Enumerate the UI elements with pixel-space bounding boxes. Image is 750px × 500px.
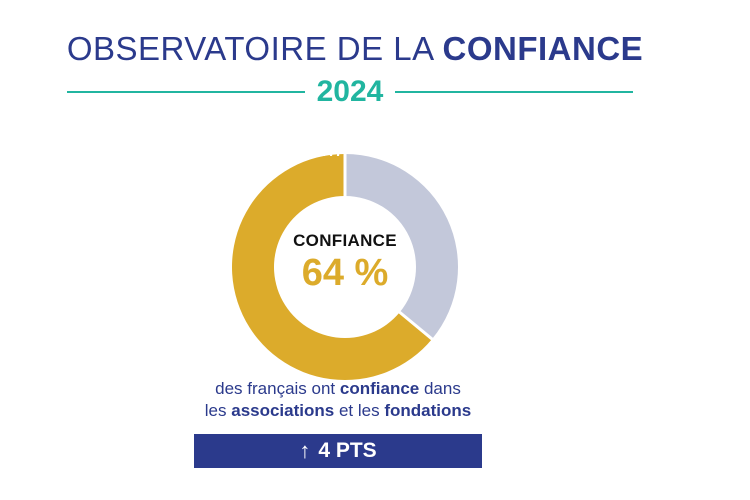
caption-line-2: les associations et les fondations [0, 400, 676, 422]
caption-text: des français ont [215, 379, 340, 398]
caption-bold: associations [231, 401, 335, 420]
slice-remainder [345, 154, 458, 340]
caption: des français ont confiance dans les asso… [0, 378, 676, 422]
year-row: 2024 [67, 72, 633, 112]
center-value: 64 % [301, 252, 389, 294]
slice-confiance [231, 154, 433, 380]
caption-text: dans [419, 379, 461, 398]
caption-text: et les [334, 401, 385, 420]
divider-left [67, 91, 305, 93]
title-light: OBSERVATOIRE DE LA [66, 30, 443, 67]
slice-separator [397, 310, 434, 341]
donut-chart: CONFIANCE 64 % [230, 112, 460, 382]
year-label: 2024 [316, 75, 384, 108]
center-title: CONFIANCE [293, 231, 397, 250]
decorative-arcs-icon [301, 112, 346, 157]
change-badge: ↑ 4 PTS [194, 434, 482, 468]
caption-text: les [204, 401, 232, 420]
divider-right [395, 91, 633, 93]
arrow-up-icon: ↑ [299, 438, 311, 463]
caption-bold: confiance [339, 379, 420, 398]
caption-line-1: des français ont confiance dans [0, 378, 676, 400]
page-title: OBSERVATOIRE DE LA CONFIANCE [0, 30, 710, 68]
change-value: 4 PTS [318, 439, 377, 462]
title-bold: CONFIANCE [442, 30, 644, 67]
caption-bold: fondations [384, 401, 472, 420]
